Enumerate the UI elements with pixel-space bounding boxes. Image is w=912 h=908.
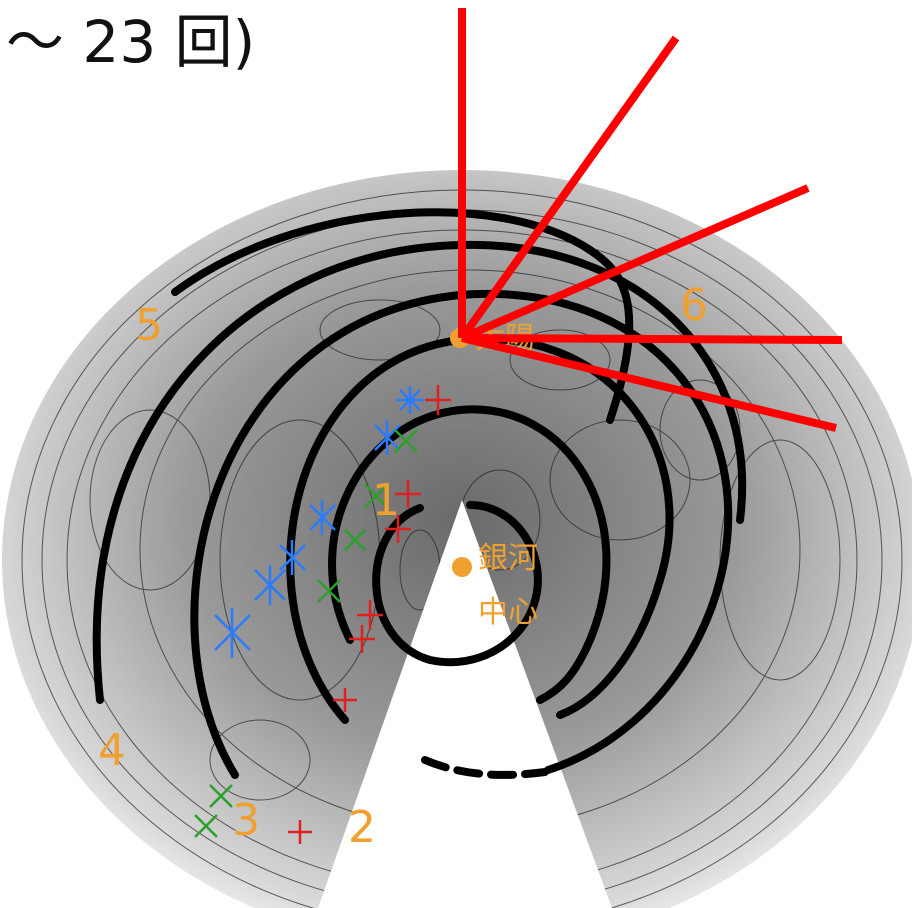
- arm-label: 6: [680, 280, 708, 331]
- arm-label: 2: [348, 802, 376, 853]
- figure: ～ 23 回) 1 2 3 4 5 6 太陽 銀河: [0, 0, 912, 908]
- header-text: ～ 23 回): [6, 8, 255, 76]
- galactic-center-dot: [452, 557, 472, 577]
- arm-label: 4: [98, 725, 126, 776]
- center-label: 銀河: [478, 541, 538, 576]
- arm-label: 3: [232, 795, 260, 846]
- page: ～ 23 回) 1 2 3 4 5 6 太陽 銀河: [0, 0, 912, 908]
- center-label: 中心: [478, 595, 538, 630]
- arm-label: 1: [372, 475, 400, 526]
- arm-label: 5: [135, 300, 163, 351]
